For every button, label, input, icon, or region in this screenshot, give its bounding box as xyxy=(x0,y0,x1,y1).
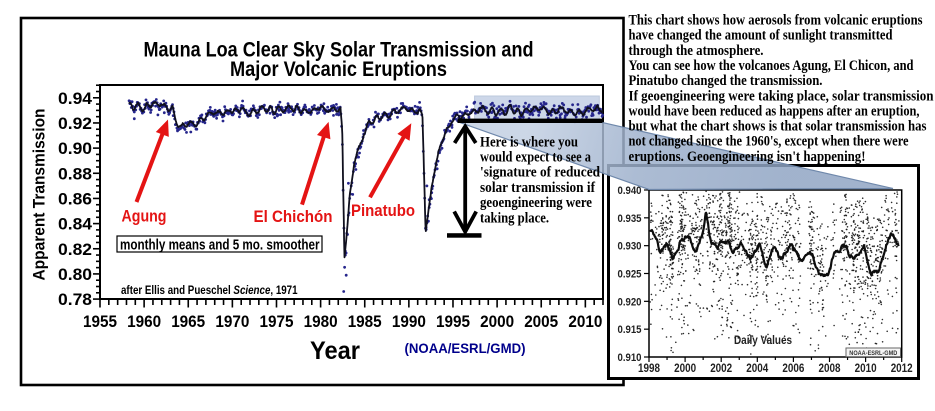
svg-text:solar transmission if: solar transmission if xyxy=(480,180,596,196)
svg-text:1985: 1985 xyxy=(348,312,382,331)
svg-text:0.915: 0.915 xyxy=(618,324,642,336)
svg-text:El Chichón: El Chichón xyxy=(254,207,333,226)
svg-text:2010: 2010 xyxy=(855,363,877,375)
svg-text:1960: 1960 xyxy=(127,312,161,331)
svg-text:1965: 1965 xyxy=(171,312,205,331)
svg-text:Apparent Transmission: Apparent Transmission xyxy=(31,109,49,281)
svg-text:0.94: 0.94 xyxy=(58,89,93,108)
svg-text:2012: 2012 xyxy=(891,363,913,375)
svg-text:1970: 1970 xyxy=(215,312,249,331)
svg-text:Year: Year xyxy=(310,337,360,365)
svg-text:If geoengineering were taking: If geoengineering were taking place, sol… xyxy=(629,88,935,104)
svg-text:Here is where you: Here is where you xyxy=(480,134,578,150)
svg-text:0.82: 0.82 xyxy=(58,240,92,259)
svg-text:NOAA-ESRL-GMD: NOAA-ESRL-GMD xyxy=(849,350,897,357)
svg-text:after Ellis and Pueschel Scien: after Ellis and Pueschel Science, 1971 xyxy=(121,284,298,297)
svg-text:Pinatubo changed the transmiss: Pinatubo changed the transmission. xyxy=(629,73,823,89)
svg-text:This chart shows how aerosols: This chart shows how aerosols from volca… xyxy=(629,13,923,29)
svg-text:Daily Values: Daily Values xyxy=(734,335,792,347)
svg-text:would have been reduced as hap: would have been reduced as happens after… xyxy=(629,103,920,119)
svg-text:through the atmosphere.: through the atmosphere. xyxy=(629,43,764,59)
svg-text:0.92: 0.92 xyxy=(58,114,92,133)
svg-text:0.78: 0.78 xyxy=(58,290,92,309)
svg-text:0.88: 0.88 xyxy=(58,164,92,183)
svg-text:0.930: 0.930 xyxy=(618,241,642,253)
svg-text:2004: 2004 xyxy=(746,363,769,375)
svg-text:1975: 1975 xyxy=(260,312,294,331)
svg-text:2000: 2000 xyxy=(480,312,514,331)
svg-text:0.86: 0.86 xyxy=(58,189,92,208)
svg-text:(NOAA/ESRL/GMD): (NOAA/ESRL/GMD) xyxy=(405,340,526,356)
svg-text:Agung: Agung xyxy=(122,206,167,225)
svg-text:1955: 1955 xyxy=(83,312,117,331)
svg-text:0.940: 0.940 xyxy=(618,185,642,197)
svg-text:Pinatubo: Pinatubo xyxy=(351,201,415,220)
svg-text:0.80: 0.80 xyxy=(58,265,92,284)
svg-text:0.90: 0.90 xyxy=(58,139,92,158)
svg-text:have changed the amount of sun: have changed the amount of sunlight tran… xyxy=(629,28,894,44)
svg-text:2008: 2008 xyxy=(819,363,842,375)
svg-text:not changed since the 1960's,: not changed since the 1960's, except whe… xyxy=(629,134,909,150)
svg-text:0.925: 0.925 xyxy=(618,269,642,281)
svg-text:0.84: 0.84 xyxy=(58,215,93,234)
svg-text:1998: 1998 xyxy=(638,363,661,375)
svg-text:Major Volcanic Eruptions: Major Volcanic Eruptions xyxy=(230,58,447,81)
svg-text:geoengineering were: geoengineering were xyxy=(480,195,592,211)
svg-text:1995: 1995 xyxy=(436,312,470,331)
svg-text:eruptions. Geoengineering isn': eruptions. Geoengineering isn't happenin… xyxy=(629,149,866,165)
svg-text:0.935: 0.935 xyxy=(618,213,642,225)
svg-text:You can see how the volcanoes: You can see how the volcanoes Agung, El … xyxy=(629,58,915,74)
svg-text:taking place.: taking place. xyxy=(480,210,549,226)
svg-text:would expect to see a: would expect to see a xyxy=(480,150,591,166)
svg-text:2010: 2010 xyxy=(568,312,602,331)
svg-text:2005: 2005 xyxy=(524,312,558,331)
svg-text:but what the chart shows is th: but what the chart shows is that solar t… xyxy=(629,119,927,135)
svg-text:1980: 1980 xyxy=(304,312,338,331)
svg-text:2002: 2002 xyxy=(710,363,732,375)
svg-text:0.920: 0.920 xyxy=(618,296,642,308)
svg-text:'signature of reduced: 'signature of reduced xyxy=(480,165,601,181)
svg-text:0.910: 0.910 xyxy=(618,352,642,364)
svg-text:2000: 2000 xyxy=(674,363,696,375)
svg-text:2006: 2006 xyxy=(782,363,804,375)
svg-text:1990: 1990 xyxy=(392,312,426,331)
svg-text:Mauna Loa Clear Sky Solar Tran: Mauna Loa Clear Sky Solar Transmission a… xyxy=(144,39,534,62)
svg-text:monthly means and 5 mo. smooth: monthly means and 5 mo. smoother xyxy=(120,236,320,253)
